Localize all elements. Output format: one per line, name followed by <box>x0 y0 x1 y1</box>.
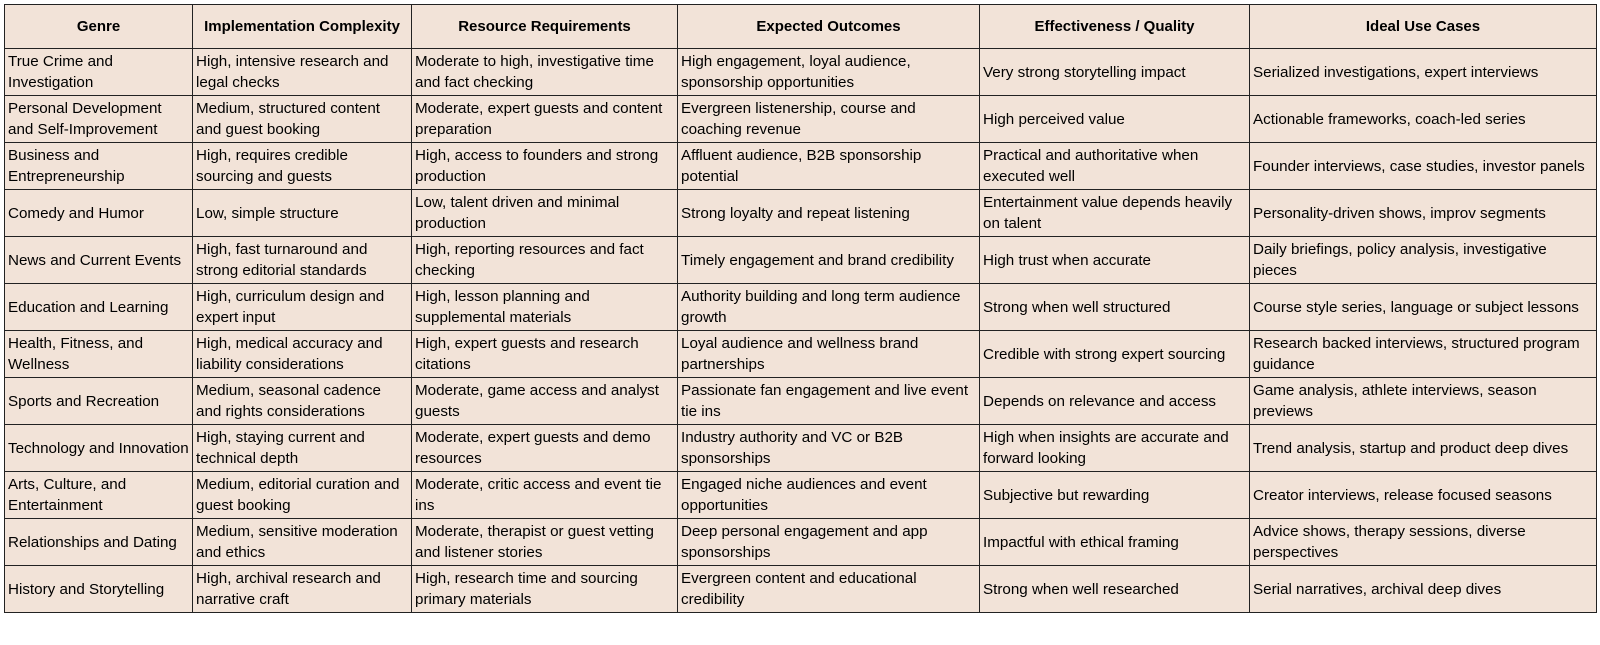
cell-ideal-use-cases: Creator interviews, release focused seas… <box>1249 471 1597 519</box>
genre-comparison-table: Genre Implementation Complexity Resource… <box>4 4 1597 613</box>
table-row: History and Storytelling High, archival … <box>4 565 1597 613</box>
cell-resource-requirements: High, access to founders and strong prod… <box>411 142 678 190</box>
cell-ideal-use-cases: Advice shows, therapy sessions, diverse … <box>1249 518 1597 566</box>
cell-effectiveness-quality: Impactful with ethical framing <box>979 518 1250 566</box>
cell-resource-requirements: High, lesson planning and supplemental m… <box>411 283 678 331</box>
cell-effectiveness-quality: High trust when accurate <box>979 236 1250 284</box>
cell-implementation-complexity: Medium, structured content and guest boo… <box>192 95 412 143</box>
cell-implementation-complexity: High, medical accuracy and liability con… <box>192 330 412 378</box>
cell-implementation-complexity: High, staying current and technical dept… <box>192 424 412 472</box>
cell-ideal-use-cases: Actionable frameworks, coach-led series <box>1249 95 1597 143</box>
cell-ideal-use-cases: Personality-driven shows, improv segment… <box>1249 189 1597 237</box>
cell-effectiveness-quality: Entertainment value depends heavily on t… <box>979 189 1250 237</box>
cell-ideal-use-cases: Serial narratives, archival deep dives <box>1249 565 1597 613</box>
cell-genre: Personal Development and Self-Improvemen… <box>4 95 193 143</box>
table-row: Comedy and Humor Low, simple structure L… <box>4 189 1597 237</box>
cell-ideal-use-cases: Game analysis, athlete interviews, seaso… <box>1249 377 1597 425</box>
cell-expected-outcomes: Evergreen content and educational credib… <box>677 565 980 613</box>
cell-effectiveness-quality: Practical and authoritative when execute… <box>979 142 1250 190</box>
cell-implementation-complexity: High, intensive research and legal check… <box>192 48 412 96</box>
cell-effectiveness-quality: Subjective but rewarding <box>979 471 1250 519</box>
cell-implementation-complexity: High, curriculum design and expert input <box>192 283 412 331</box>
cell-expected-outcomes: High engagement, loyal audience, sponsor… <box>677 48 980 96</box>
cell-resource-requirements: Moderate to high, investigative time and… <box>411 48 678 96</box>
cell-resource-requirements: Moderate, critic access and event tie in… <box>411 471 678 519</box>
table-row: Relationships and Dating Medium, sensiti… <box>4 518 1597 566</box>
table-row: Technology and Innovation High, staying … <box>4 424 1597 472</box>
cell-ideal-use-cases: Course style series, language or subject… <box>1249 283 1597 331</box>
cell-genre: News and Current Events <box>4 236 193 284</box>
cell-implementation-complexity: Medium, editorial curation and guest boo… <box>192 471 412 519</box>
header-effectiveness-quality: Effectiveness / Quality <box>979 4 1250 49</box>
table-row: True Crime and Investigation High, inten… <box>4 48 1597 96</box>
header-row: Genre Implementation Complexity Resource… <box>4 4 1597 49</box>
cell-genre: Arts, Culture, and Entertainment <box>4 471 193 519</box>
cell-effectiveness-quality: High perceived value <box>979 95 1250 143</box>
table-row: Personal Development and Self-Improvemen… <box>4 95 1597 143</box>
cell-resource-requirements: Moderate, therapist or guest vetting and… <box>411 518 678 566</box>
cell-ideal-use-cases: Trend analysis, startup and product deep… <box>1249 424 1597 472</box>
cell-expected-outcomes: Passionate fan engagement and live event… <box>677 377 980 425</box>
cell-genre: History and Storytelling <box>4 565 193 613</box>
cell-resource-requirements: High, expert guests and research citatio… <box>411 330 678 378</box>
cell-implementation-complexity: High, fast turnaround and strong editori… <box>192 236 412 284</box>
cell-resource-requirements: High, research time and sourcing primary… <box>411 565 678 613</box>
cell-expected-outcomes: Strong loyalty and repeat listening <box>677 189 980 237</box>
cell-effectiveness-quality: Credible with strong expert sourcing <box>979 330 1250 378</box>
cell-expected-outcomes: Affluent audience, B2B sponsorship poten… <box>677 142 980 190</box>
cell-genre: True Crime and Investigation <box>4 48 193 96</box>
cell-effectiveness-quality: Strong when well structured <box>979 283 1250 331</box>
header-implementation-complexity: Implementation Complexity <box>192 4 412 49</box>
cell-genre: Comedy and Humor <box>4 189 193 237</box>
table-row: Health, Fitness, and Wellness High, medi… <box>4 330 1597 378</box>
cell-expected-outcomes: Timely engagement and brand credibility <box>677 236 980 284</box>
cell-expected-outcomes: Industry authority and VC or B2B sponsor… <box>677 424 980 472</box>
cell-ideal-use-cases: Research backed interviews, structured p… <box>1249 330 1597 378</box>
cell-expected-outcomes: Authority building and long term audienc… <box>677 283 980 331</box>
cell-resource-requirements: Moderate, expert guests and demo resourc… <box>411 424 678 472</box>
cell-implementation-complexity: Medium, sensitive moderation and ethics <box>192 518 412 566</box>
cell-expected-outcomes: Engaged niche audiences and event opport… <box>677 471 980 519</box>
cell-genre: Education and Learning <box>4 283 193 331</box>
cell-implementation-complexity: Medium, seasonal cadence and rights cons… <box>192 377 412 425</box>
cell-effectiveness-quality: Strong when well researched <box>979 565 1250 613</box>
cell-genre: Technology and Innovation <box>4 424 193 472</box>
cell-implementation-complexity: High, archival research and narrative cr… <box>192 565 412 613</box>
cell-effectiveness-quality: High when insights are accurate and forw… <box>979 424 1250 472</box>
table-row: News and Current Events High, fast turna… <box>4 236 1597 284</box>
cell-genre: Health, Fitness, and Wellness <box>4 330 193 378</box>
cell-implementation-complexity: High, requires credible sourcing and gue… <box>192 142 412 190</box>
cell-ideal-use-cases: Serialized investigations, expert interv… <box>1249 48 1597 96</box>
table-row: Education and Learning High, curriculum … <box>4 283 1597 331</box>
cell-genre: Business and Entrepreneurship <box>4 142 193 190</box>
header-genre: Genre <box>4 4 193 49</box>
cell-genre: Sports and Recreation <box>4 377 193 425</box>
cell-resource-requirements: Moderate, expert guests and content prep… <box>411 95 678 143</box>
cell-effectiveness-quality: Depends on relevance and access <box>979 377 1250 425</box>
header-resource-requirements: Resource Requirements <box>411 4 678 49</box>
header-ideal-use-cases: Ideal Use Cases <box>1249 4 1597 49</box>
header-expected-outcomes: Expected Outcomes <box>677 4 980 49</box>
cell-ideal-use-cases: Daily briefings, policy analysis, invest… <box>1249 236 1597 284</box>
cell-expected-outcomes: Evergreen listenership, course and coach… <box>677 95 980 143</box>
cell-ideal-use-cases: Founder interviews, case studies, invest… <box>1249 142 1597 190</box>
cell-resource-requirements: Low, talent driven and minimal productio… <box>411 189 678 237</box>
cell-implementation-complexity: Low, simple structure <box>192 189 412 237</box>
cell-effectiveness-quality: Very strong storytelling impact <box>979 48 1250 96</box>
cell-expected-outcomes: Deep personal engagement and app sponsor… <box>677 518 980 566</box>
table-body: True Crime and Investigation High, inten… <box>4 48 1597 613</box>
cell-genre: Relationships and Dating <box>4 518 193 566</box>
cell-resource-requirements: High, reporting resources and fact check… <box>411 236 678 284</box>
table-row: Sports and Recreation Medium, seasonal c… <box>4 377 1597 425</box>
cell-expected-outcomes: Loyal audience and wellness brand partne… <box>677 330 980 378</box>
cell-resource-requirements: Moderate, game access and analyst guests <box>411 377 678 425</box>
table-row: Business and Entrepreneurship High, requ… <box>4 142 1597 190</box>
table-header: Genre Implementation Complexity Resource… <box>4 4 1597 49</box>
table-container: Genre Implementation Complexity Resource… <box>4 4 1597 613</box>
table-row: Arts, Culture, and Entertainment Medium,… <box>4 471 1597 519</box>
